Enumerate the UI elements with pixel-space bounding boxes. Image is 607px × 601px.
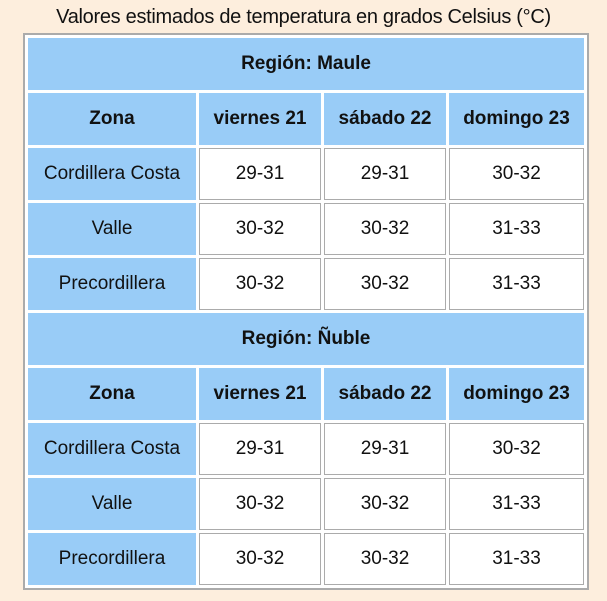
table-row: Cordillera Costa 29-31 29-31 30-32: [28, 423, 584, 475]
table-row: Cordillera Costa 29-31 29-31 30-32: [28, 148, 584, 200]
zone-label-precordillera: Precordillera: [28, 533, 196, 585]
zone-label-cordillera-costa: Cordillera Costa: [28, 148, 196, 200]
region-row-nuble: Región: Ñuble: [28, 313, 584, 365]
region-header-nuble: Región: Ñuble: [28, 313, 584, 365]
temp-value: 30-32: [324, 478, 446, 530]
temp-value: 30-32: [449, 148, 584, 200]
column-header-sabado-22: sábado 22: [324, 93, 446, 145]
column-header-row-nuble: Zona viernes 21 sábado 22 domingo 23: [28, 368, 584, 420]
zone-label-cordillera-costa: Cordillera Costa: [28, 423, 196, 475]
column-header-sabado-22: sábado 22: [324, 368, 446, 420]
temp-value: 29-31: [199, 423, 321, 475]
temperature-table: Región: Maule Zona viernes 21 sábado 22 …: [23, 33, 589, 590]
temp-value: 30-32: [449, 423, 584, 475]
column-header-viernes-21: viernes 21: [199, 93, 321, 145]
column-header-domingo-23: domingo 23: [449, 93, 584, 145]
temp-value: 30-32: [199, 203, 321, 255]
temp-value: 30-32: [324, 533, 446, 585]
column-header-row-maule: Zona viernes 21 sábado 22 domingo 23: [28, 93, 584, 145]
temp-value: 29-31: [324, 423, 446, 475]
temp-value: 31-33: [449, 203, 584, 255]
temp-value: 29-31: [324, 148, 446, 200]
temp-value: 30-32: [324, 203, 446, 255]
temp-value: 30-32: [199, 478, 321, 530]
table-row: Valle 30-32 30-32 31-33: [28, 203, 584, 255]
temp-value: 29-31: [199, 148, 321, 200]
table-row: Valle 30-32 30-32 31-33: [28, 478, 584, 530]
table-row: Precordillera 30-32 30-32 31-33: [28, 533, 584, 585]
temp-value: 31-33: [449, 478, 584, 530]
column-header-zona: Zona: [28, 368, 196, 420]
temp-value: 30-32: [199, 533, 321, 585]
column-header-domingo-23: domingo 23: [449, 368, 584, 420]
column-header-viernes-21: viernes 21: [199, 368, 321, 420]
region-header-maule: Región: Maule: [28, 38, 584, 90]
column-header-zona: Zona: [28, 93, 196, 145]
zone-label-valle: Valle: [28, 478, 196, 530]
zone-label-valle: Valle: [28, 203, 196, 255]
temp-value: 31-33: [449, 533, 584, 585]
temp-value: 30-32: [324, 258, 446, 310]
temp-value: 30-32: [199, 258, 321, 310]
zone-label-precordillera: Precordillera: [28, 258, 196, 310]
region-row-maule: Región: Maule: [28, 38, 584, 90]
page-title: Valores estimados de temperatura en grad…: [56, 6, 551, 28]
temp-value: 31-33: [449, 258, 584, 310]
table-row: Precordillera 30-32 30-32 31-33: [28, 258, 584, 310]
